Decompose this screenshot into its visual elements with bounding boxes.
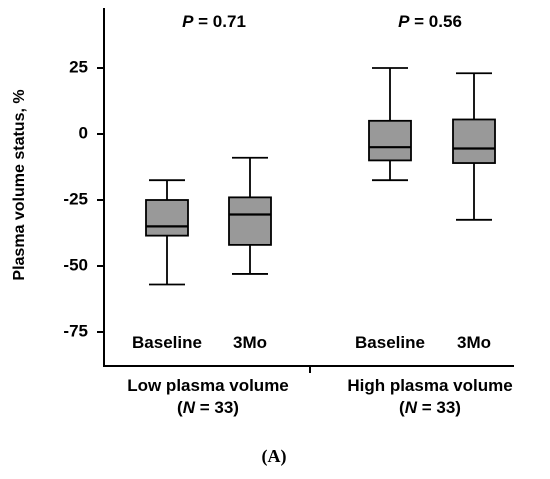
box-high-baseline: Baseline — [355, 67, 425, 352]
box-low-baseline: Baseline — [132, 179, 202, 352]
y-tick-label: 25 — [69, 57, 88, 76]
iqr-box — [368, 119, 412, 162]
group-n-high: (N = 33) — [399, 398, 461, 417]
iqr-box — [452, 118, 496, 164]
box-category-label: Baseline — [355, 333, 425, 352]
box-low-3mo: 3Mo — [228, 156, 272, 352]
box-series: Baseline 3Mo Baseline 3Mo — [132, 67, 496, 352]
box-high-3mo: 3Mo — [452, 72, 496, 352]
p-value-high: P = 0.56 — [398, 12, 462, 31]
y-tick-label: -50 — [63, 255, 88, 274]
box-category-label: 3Mo — [457, 333, 491, 352]
group-label-low: Low plasma volume — [127, 376, 289, 395]
iqr-box — [145, 199, 189, 237]
p-value-low: P = 0.71 — [182, 12, 246, 31]
box-category-label: Baseline — [132, 333, 202, 352]
y-tick-label: -75 — [63, 321, 88, 340]
y-axis-ticks: 25 0 -25 -50 -75 — [63, 57, 104, 340]
y-tick-label: 0 — [79, 123, 88, 142]
box-category-label: 3Mo — [233, 333, 267, 352]
group-label-high: High plasma volume — [347, 376, 512, 395]
group-n-low: (N = 33) — [177, 398, 239, 417]
y-axis-label: Plasma volume status, % — [11, 89, 28, 280]
panel-label: (A) — [262, 446, 287, 467]
y-tick-label: -25 — [63, 189, 88, 208]
iqr-box — [228, 196, 272, 246]
